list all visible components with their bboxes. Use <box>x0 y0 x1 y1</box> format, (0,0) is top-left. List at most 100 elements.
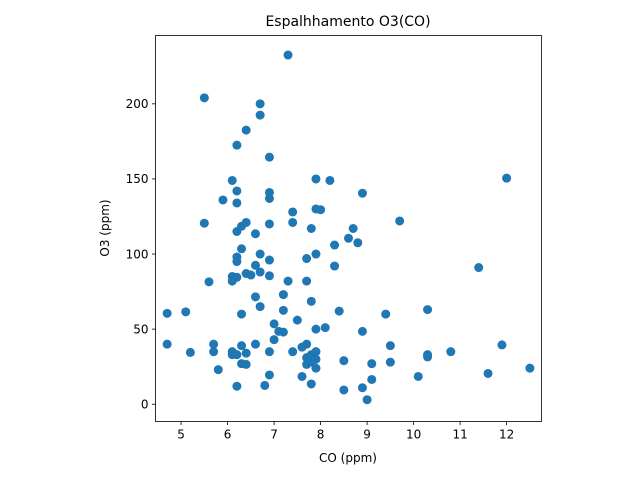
data-point <box>227 175 237 185</box>
data-point <box>250 292 260 302</box>
data-point <box>483 368 493 378</box>
data-point <box>311 174 321 184</box>
data-point <box>213 365 223 375</box>
data-point <box>297 371 307 381</box>
data-point <box>344 233 353 243</box>
data-point <box>241 348 251 358</box>
data-point <box>264 370 274 380</box>
data-point <box>232 140 242 150</box>
x-tick-label: 8 <box>317 428 325 442</box>
points-layer <box>162 50 535 405</box>
data-point <box>413 371 423 381</box>
x-axis-label: CO (ppm) <box>319 451 377 465</box>
data-point <box>246 270 256 280</box>
data-point <box>255 249 265 259</box>
data-point <box>311 363 321 373</box>
x-tick-label: 5 <box>177 428 185 442</box>
data-point <box>339 385 349 395</box>
data-point <box>199 218 209 228</box>
data-point <box>237 341 247 351</box>
data-point <box>330 261 340 271</box>
data-point <box>232 198 242 208</box>
data-point <box>288 217 298 227</box>
data-point <box>209 339 219 349</box>
data-point <box>264 219 274 229</box>
x-tick-label: 10 <box>406 428 421 442</box>
data-point <box>381 309 391 319</box>
data-point <box>255 302 265 312</box>
x-axis: 5 6 7 8 9 10 11 12 <box>177 421 514 442</box>
data-point <box>311 347 321 357</box>
data-point <box>325 175 335 185</box>
y-tick-label: 150 <box>126 172 149 186</box>
y-axis-label: O3 (ppm) <box>98 199 112 256</box>
data-point <box>367 374 377 384</box>
data-point <box>362 395 372 405</box>
data-point <box>330 240 340 250</box>
data-point <box>320 323 330 333</box>
y-axis: 0 50 100 150 200 <box>126 97 156 412</box>
data-point <box>357 383 367 393</box>
data-point <box>385 357 395 367</box>
data-point <box>395 216 405 226</box>
data-point <box>288 347 298 357</box>
data-point <box>348 224 358 233</box>
data-point <box>264 347 274 357</box>
data-point <box>237 309 247 319</box>
data-point <box>353 238 363 248</box>
data-point <box>269 319 279 329</box>
data-point <box>367 359 377 369</box>
data-point <box>241 125 251 135</box>
data-point <box>278 305 288 315</box>
chart-title: Espalhhamento O3(CO) <box>265 14 430 30</box>
data-point <box>250 339 260 349</box>
x-tick-label: 11 <box>452 428 467 442</box>
y-tick-label: 50 <box>133 322 148 336</box>
data-point <box>292 315 302 325</box>
data-point <box>423 352 433 362</box>
data-point <box>311 249 321 259</box>
data-point <box>232 381 242 391</box>
data-point <box>385 341 395 351</box>
data-point <box>269 335 279 345</box>
data-point <box>162 339 172 349</box>
data-point <box>357 188 367 198</box>
data-point <box>232 350 242 360</box>
data-point <box>502 173 512 183</box>
x-tick-label: 6 <box>224 428 232 442</box>
data-point <box>241 359 251 369</box>
data-point <box>423 305 433 315</box>
data-point <box>446 347 456 357</box>
data-point <box>316 205 326 215</box>
y-tick-label: 100 <box>126 247 149 261</box>
data-point <box>474 263 484 273</box>
data-point <box>264 255 274 265</box>
x-tick-label: 12 <box>499 428 514 442</box>
y-tick-label: 0 <box>141 398 149 412</box>
data-point <box>302 276 312 286</box>
data-point <box>218 195 228 205</box>
data-point <box>232 186 242 196</box>
data-point <box>283 276 293 286</box>
data-point <box>241 217 251 227</box>
data-point <box>209 347 219 357</box>
data-point <box>302 254 312 264</box>
data-point <box>264 193 274 203</box>
data-point <box>306 296 316 306</box>
data-point <box>264 152 274 162</box>
data-point <box>260 380 270 390</box>
data-point <box>306 379 316 389</box>
data-point <box>181 307 191 317</box>
data-point <box>250 260 260 270</box>
data-point <box>255 99 265 109</box>
x-tick-label: 9 <box>363 428 371 442</box>
data-point <box>311 354 321 364</box>
data-point <box>185 347 195 357</box>
data-point <box>250 229 260 239</box>
plot-frame <box>155 35 542 422</box>
data-point <box>357 326 367 336</box>
data-point <box>237 244 247 254</box>
data-point <box>255 110 265 120</box>
data-point <box>283 50 293 60</box>
data-point <box>302 339 312 349</box>
